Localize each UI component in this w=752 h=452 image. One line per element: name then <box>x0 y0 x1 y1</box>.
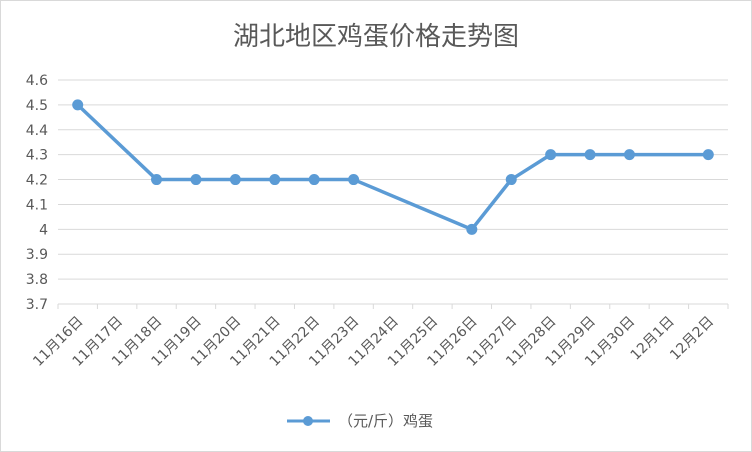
y-axis-ticks: 3.7 3.8 3.9 4 4.1 4.2 4.3 4.4 4.5 4.6 <box>26 73 48 313</box>
data-point <box>545 149 557 161</box>
legend-marker <box>303 416 313 426</box>
data-point <box>190 174 202 186</box>
y-tick-label: 4.6 <box>26 73 48 89</box>
data-point <box>584 149 596 161</box>
y-tick-label: 4.5 <box>26 98 48 114</box>
y-tick-label: 4.4 <box>26 123 48 139</box>
y-tick-label: 4.1 <box>26 197 48 213</box>
y-tick-label: 3.8 <box>26 272 48 288</box>
series-line <box>76 103 709 232</box>
data-point <box>623 149 635 161</box>
y-tick-label: 3.7 <box>26 297 48 313</box>
data-point <box>72 99 84 111</box>
data-point <box>308 174 320 186</box>
x-axis-ticks: 11月16日11月17日11月18日11月19日11月20日11月21日11月2… <box>30 314 717 370</box>
chart-title: 湖北地区鸡蛋价格走势图 <box>233 22 519 52</box>
series-group <box>72 99 714 235</box>
legend: （元/斤）鸡蛋 <box>287 412 433 430</box>
data-point <box>151 174 163 186</box>
data-point <box>229 174 241 186</box>
legend-label: （元/斤）鸡蛋 <box>338 412 433 430</box>
data-point <box>466 223 478 235</box>
y-tick-label: 4.3 <box>26 148 48 164</box>
y-tick-label: 4.2 <box>26 173 48 189</box>
y-tick-label: 4 <box>39 222 48 238</box>
x-tick-label: 12月2日 <box>667 314 717 364</box>
data-point <box>505 174 517 186</box>
y-tick-label: 3.9 <box>26 247 48 263</box>
data-point <box>269 174 281 186</box>
data-point <box>702 149 714 161</box>
data-point <box>348 174 360 186</box>
